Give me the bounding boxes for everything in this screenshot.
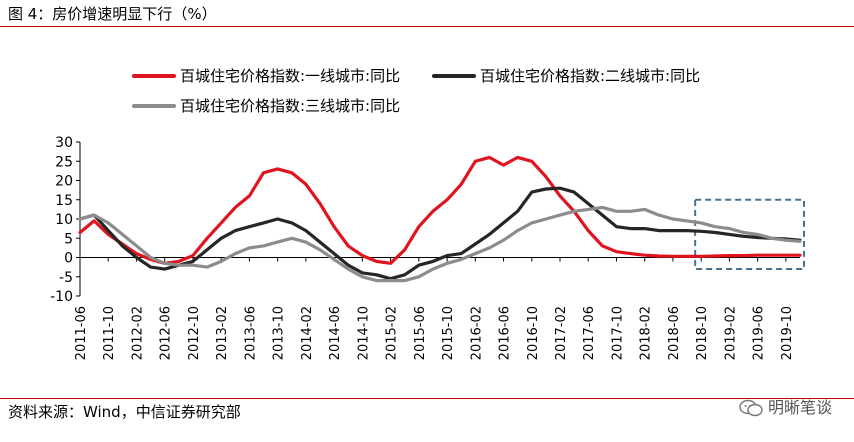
figure-title: 图 4：房价增速明显下行（%） bbox=[8, 5, 217, 23]
top-rule bbox=[0, 26, 854, 27]
series-line-3 bbox=[78, 205, 802, 283]
x-tick-label: 2013-06 bbox=[243, 306, 258, 360]
x-tick-label: 2014-06 bbox=[328, 306, 343, 360]
axes: -10 -5 0 5 10 15 20 25 30 2011-06 2011-10 2012-02 20… bbox=[50, 135, 800, 360]
legend: 百城住宅价格指数:一线城市:同比 百城住宅价格指数:二线城市:同比百城住宅价格指数… bbox=[132, 67, 700, 115]
x-tick-label: 2016-02 bbox=[469, 306, 484, 360]
bottom-rule bbox=[0, 398, 854, 399]
x-tick-label: 2014-10 bbox=[356, 306, 371, 360]
wechat-icon bbox=[739, 399, 763, 417]
x-tick-label: 2012-02 bbox=[130, 306, 145, 360]
series-line-1 bbox=[78, 155, 802, 265]
legend-label-1: 百城住宅价格指数:一线城市:同比 bbox=[180, 67, 400, 85]
series-line-2 bbox=[78, 186, 802, 281]
legend-label-2: 百城住宅价格指数:二线城市:同比 bbox=[480, 67, 700, 85]
y-tick-label: 10 bbox=[55, 212, 73, 228]
y-tick-label: 0 bbox=[64, 251, 73, 267]
y-tick-label: 20 bbox=[55, 174, 73, 190]
x-tick-label: 2016-06 bbox=[498, 306, 513, 360]
x-tick-label: 2013-10 bbox=[272, 306, 287, 360]
legend-label-3: 百城住宅价格指数:三线城市:同比 bbox=[180, 97, 400, 115]
x-tick-label: 2015-10 bbox=[441, 306, 456, 360]
x-tick-label: 2019-10 bbox=[780, 306, 795, 360]
watermark-text: 明晰笔谈 bbox=[767, 398, 832, 417]
highlight-layer bbox=[694, 198, 805, 271]
x-tick-label: 2018-10 bbox=[695, 306, 710, 360]
x-tick-label: 2011-10 bbox=[102, 306, 117, 360]
y-tick-label: 30 bbox=[55, 135, 73, 151]
x-tick-label: 2013-02 bbox=[215, 306, 230, 360]
y-tick-label: -10 bbox=[50, 289, 73, 305]
x-tick-label: 2017-10 bbox=[610, 306, 625, 360]
x-tick-label: 2018-06 bbox=[667, 306, 682, 360]
x-tick-label: 2017-02 bbox=[554, 306, 569, 360]
y-tick-label: 5 bbox=[64, 231, 73, 247]
y-tick-label: -5 bbox=[59, 270, 73, 286]
x-tick-label: 2019-02 bbox=[723, 306, 738, 360]
x-tick-label: 2016-10 bbox=[526, 306, 541, 360]
highlight-box bbox=[694, 198, 805, 271]
y-tick-label: 25 bbox=[55, 154, 73, 170]
x-tick-label: 2011-06 bbox=[74, 306, 89, 360]
x-tick-label: 2015-06 bbox=[413, 306, 428, 360]
series-layer bbox=[78, 155, 802, 283]
y-tick-label: 15 bbox=[55, 193, 73, 209]
x-tick-label: 2012-06 bbox=[159, 306, 174, 360]
watermark: 明晰笔谈 bbox=[738, 398, 832, 418]
x-tick-label: 2014-02 bbox=[300, 306, 315, 360]
source-note: 资料来源：Wind，中信证券研究部 bbox=[8, 403, 241, 421]
x-tick-label: 2012-10 bbox=[187, 306, 202, 360]
x-tick-label: 2015-02 bbox=[385, 306, 400, 360]
x-tick-label: 2017-06 bbox=[582, 306, 597, 360]
x-tick-label: 2018-02 bbox=[639, 306, 654, 360]
x-tick-label: 2019-06 bbox=[752, 306, 767, 360]
